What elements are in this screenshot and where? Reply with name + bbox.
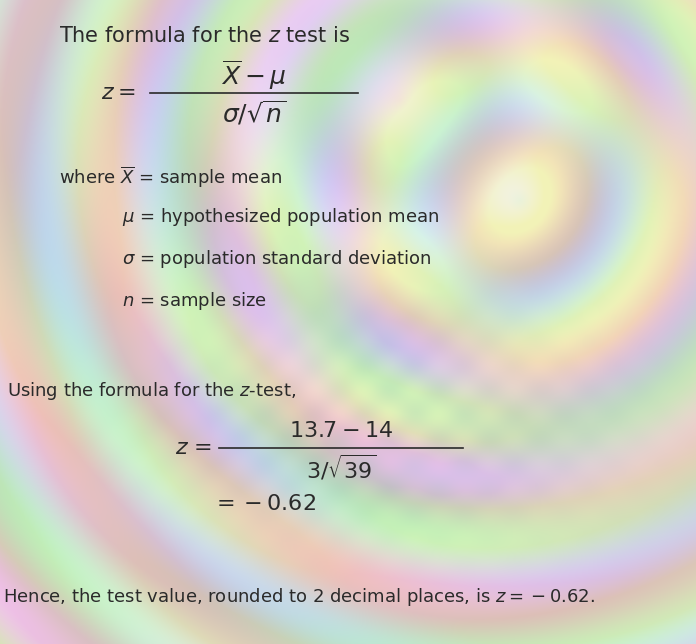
- Text: $13.7-14$: $13.7-14$: [289, 421, 393, 442]
- Text: $\sigma$ = population standard deviation: $\sigma$ = population standard deviation: [122, 248, 432, 270]
- Text: $z$ =: $z$ =: [175, 437, 212, 458]
- Text: $z =$: $z =$: [102, 82, 136, 103]
- Text: $\sigma/\sqrt{n}$: $\sigma/\sqrt{n}$: [222, 99, 286, 128]
- Text: $n$ = sample size: $n$ = sample size: [122, 290, 267, 312]
- Text: $= -0.62$: $= -0.62$: [212, 493, 316, 514]
- Text: $\mu$ = hypothesized population mean: $\mu$ = hypothesized population mean: [122, 206, 439, 228]
- Text: $3/\sqrt{39}$: $3/\sqrt{39}$: [306, 453, 377, 482]
- Text: where $\overline{X}$ = sample mean: where $\overline{X}$ = sample mean: [59, 164, 282, 190]
- Text: The formula for the $z$ test is: The formula for the $z$ test is: [59, 26, 350, 46]
- Text: Hence, the test value, rounded to 2 decimal places, is $z = -0.62$.: Hence, the test value, rounded to 2 deci…: [3, 586, 595, 608]
- Text: $\overline{X}-\mu$: $\overline{X}-\mu$: [221, 59, 287, 92]
- Text: Using the formula for the $z$-test,: Using the formula for the $z$-test,: [7, 380, 296, 402]
